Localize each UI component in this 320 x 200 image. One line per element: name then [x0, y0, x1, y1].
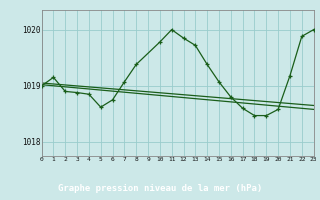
- Text: Graphe pression niveau de la mer (hPa): Graphe pression niveau de la mer (hPa): [58, 184, 262, 193]
